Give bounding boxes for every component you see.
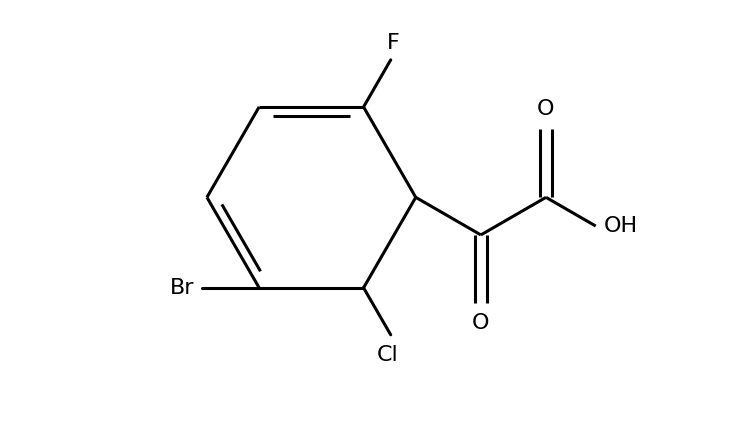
Text: O: O [537,99,555,119]
Text: Cl: Cl [377,345,399,365]
Text: Br: Br [170,278,194,298]
Text: O: O [472,313,490,333]
Text: F: F [387,32,399,52]
Text: OH: OH [604,216,638,236]
